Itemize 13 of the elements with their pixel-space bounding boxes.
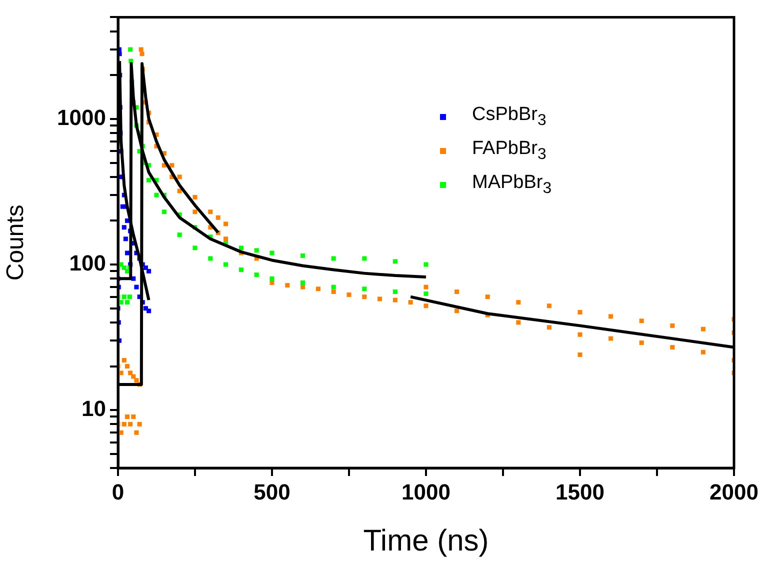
x-tick-label: 2000 (710, 479, 758, 504)
x-tick-label: 500 (254, 479, 290, 504)
legend-label: CsPbBr$_{3}$ (472, 104, 546, 130)
y-tick-label: 100 (69, 250, 106, 276)
x-tick-label: 1500 (556, 479, 604, 504)
x-tick-label: 1000 (402, 479, 450, 504)
legend-label: FAPbBr$_{3}$ (472, 138, 546, 164)
y-axis-title: Counts (2, 204, 30, 281)
legend-label: MAPbBr$_{3}$ (472, 172, 552, 198)
x-axis-title: Time (ns) (363, 524, 489, 558)
y-tick-label: 10 (82, 396, 106, 422)
x-tick-label: 0 (112, 479, 124, 504)
y-tick-label: 1000 (57, 105, 106, 130)
